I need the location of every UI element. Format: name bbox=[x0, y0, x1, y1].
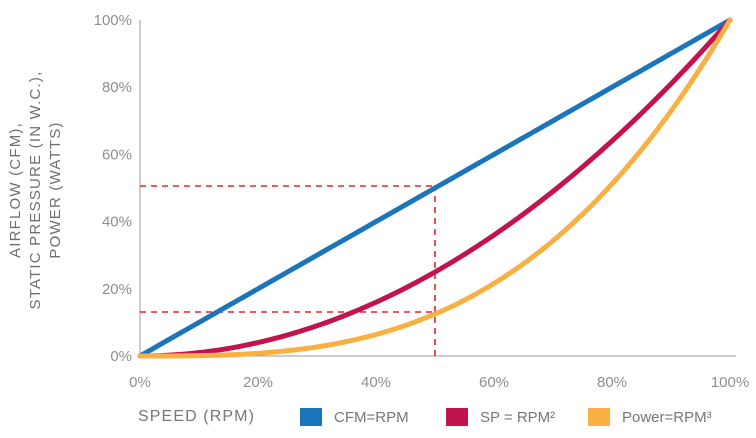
legend: SPEED (RPM) CFM=RPM SP = RPM² Power=RPM³ bbox=[0, 402, 756, 432]
x-tick-label: 60% bbox=[479, 374, 509, 391]
legend-label-power: Power=RPM³ bbox=[622, 408, 712, 426]
x-tick-label: 20% bbox=[243, 374, 273, 391]
x-tick-label: 100% bbox=[711, 374, 749, 391]
x-tick-label: 40% bbox=[361, 374, 391, 391]
y-tick-label: 60% bbox=[102, 146, 132, 163]
series-line-cfm bbox=[137, 17, 733, 359]
y-tick-label: 80% bbox=[102, 79, 132, 96]
legend-label-sp: SP = RPM² bbox=[480, 408, 556, 426]
y-tick-label: 100% bbox=[94, 12, 132, 29]
y-axis-label-line: STATIC PRESSURE (IN W.C.), bbox=[27, 71, 44, 310]
legend-swatch-power bbox=[588, 408, 610, 426]
y-tick-labels: 0% 20% 40% 60% 80% 100% bbox=[94, 12, 132, 365]
series-lines bbox=[137, 17, 733, 359]
reference-guides bbox=[140, 185, 436, 356]
legend-swatch-sp bbox=[446, 408, 468, 426]
x-tick-label: 0% bbox=[129, 374, 151, 391]
fan-law-chart: 0% 20% 40% 60% 80% 100% 0% 20% 40% 60% 80% 100% AI… bbox=[7, 12, 749, 391]
legend-item-cfm: CFM=RPM bbox=[300, 406, 409, 428]
y-tick-label: 40% bbox=[102, 214, 132, 231]
y-tick-label: 20% bbox=[102, 281, 132, 298]
y-axis-label-line: AIRFLOW (CFM), bbox=[7, 122, 24, 258]
series-line-power bbox=[137, 17, 733, 359]
series-line-sp bbox=[137, 17, 733, 359]
y-axis-label: AIRFLOW (CFM), STATIC PRESSURE (IN W.C.),… bbox=[7, 71, 64, 310]
y-tick-label: 0% bbox=[110, 348, 132, 365]
x-axis-label: SPEED (RPM) bbox=[138, 408, 255, 425]
legend-item-power: Power=RPM³ bbox=[588, 406, 712, 428]
legend-item-sp: SP = RPM² bbox=[446, 406, 555, 428]
x-tick-labels: 0% 20% 40% 60% 80% 100% bbox=[129, 374, 749, 391]
x-tick-label: 80% bbox=[597, 374, 627, 391]
y-axis-label-line: POWER (WATTS) bbox=[47, 121, 64, 258]
legend-swatch-cfm bbox=[300, 408, 322, 426]
legend-label-cfm: CFM=RPM bbox=[334, 408, 409, 426]
